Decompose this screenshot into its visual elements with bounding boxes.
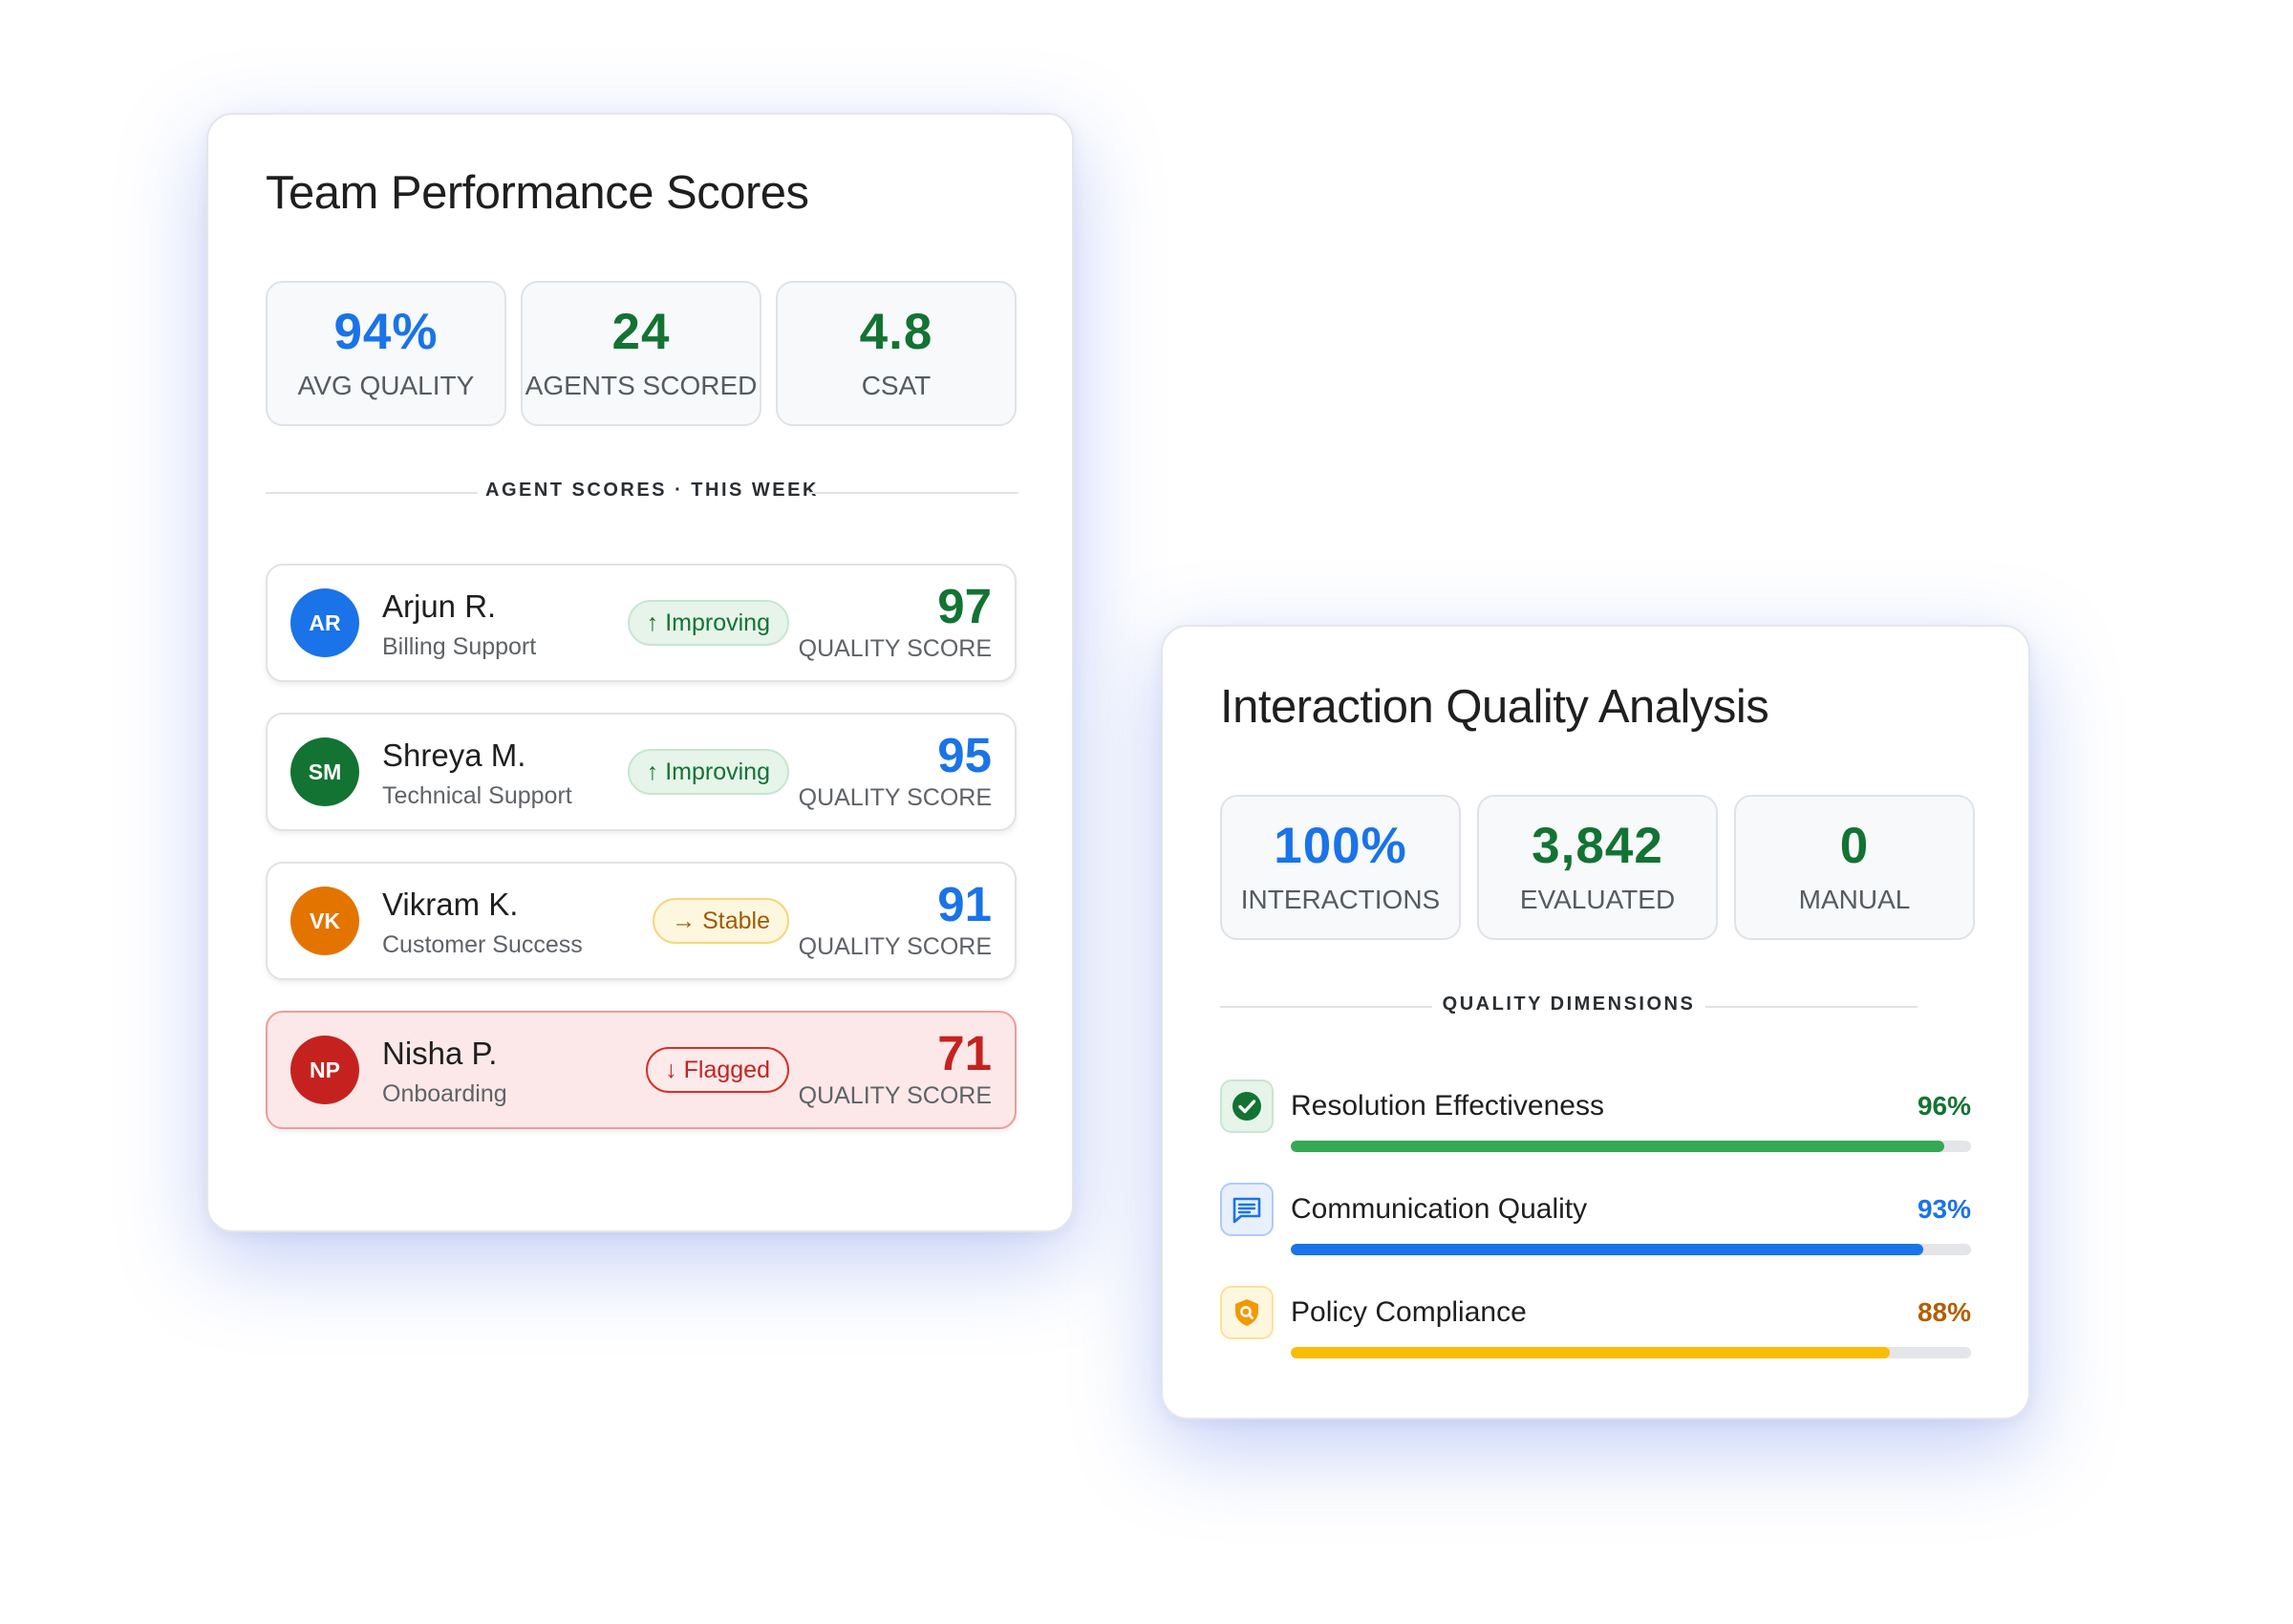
dimension-label: Communication Quality xyxy=(1291,1193,1588,1225)
agent-name: Arjun R. xyxy=(382,588,497,624)
avatar: NP xyxy=(290,1036,359,1104)
stat-label: MANUAL xyxy=(1798,885,1911,914)
dimension-bar xyxy=(1291,1141,1971,1152)
score-label: QUALITY SCORE xyxy=(798,784,992,811)
trend-badge: ↑ Improving xyxy=(627,749,789,795)
stat-label: CSAT xyxy=(861,371,932,400)
section-label: AGENT SCORES · THIS WEEK xyxy=(485,480,819,501)
score-label: QUALITY SCORE xyxy=(798,933,992,960)
interaction-quality-card: Interaction Quality Analysis 100% INTERA… xyxy=(1161,625,2030,1420)
agent-name: Shreya M. xyxy=(382,737,526,773)
stat-csat: 4.8 CSAT xyxy=(776,281,1017,426)
stat-value: 24 xyxy=(611,304,671,360)
agent-name: Vikram K. xyxy=(382,887,519,922)
stat-label: INTERACTIONS xyxy=(1240,885,1441,914)
stat-agents-scored: 24 AGENTS SCORED xyxy=(521,281,761,426)
stat-manual: 0 MANUAL xyxy=(1734,795,1975,940)
section-divider xyxy=(1705,1006,1918,1008)
stat-label: EVALUATED xyxy=(1519,885,1676,914)
trend-badge: ↓ Flagged xyxy=(646,1047,789,1093)
stat-value: 100% xyxy=(1274,818,1407,874)
chat-message-icon xyxy=(1220,1183,1274,1236)
avatar: VK xyxy=(290,887,359,955)
agent-team: Customer Success xyxy=(382,931,583,958)
stat-evaluated: 3,842 EVALUATED xyxy=(1477,795,1718,940)
stat-interactions: 100% INTERACTIONS xyxy=(1220,795,1461,940)
agent-row-vikram[interactable]: VK Vikram K. Customer Success → Stable 9… xyxy=(266,862,1017,980)
trend-badge: ↑ Improving xyxy=(627,600,789,646)
agent-row-arjun[interactable]: AR Arjun R. Billing Support ↑ Improving … xyxy=(266,564,1017,682)
dimension-bar xyxy=(1291,1347,1971,1358)
agent-team: Onboarding xyxy=(382,1080,507,1107)
avatar: SM xyxy=(290,737,359,806)
section-divider xyxy=(808,492,1018,494)
dimension-percent: 96% xyxy=(1917,1091,1971,1121)
check-circle-icon xyxy=(1220,1079,1274,1133)
stat-label: AVG QUALITY xyxy=(297,371,475,400)
quality-score: 97 xyxy=(937,579,992,633)
agent-row-shreya[interactable]: SM Shreya M. Technical Support ↑ Improvi… xyxy=(266,713,1017,831)
team-performance-card: Team Performance Scores 94% AVG QUALITY … xyxy=(206,113,1074,1232)
quality-score: 95 xyxy=(937,728,992,782)
dimension-bar-fill xyxy=(1291,1141,1944,1152)
avatar: AR xyxy=(290,588,359,657)
dimension-label: Resolution Effectiveness xyxy=(1291,1090,1604,1122)
dimension-label: Policy Compliance xyxy=(1291,1296,1527,1328)
dimension-bar-fill xyxy=(1291,1244,1924,1255)
section-divider xyxy=(1220,1006,1432,1008)
quality-score: 71 xyxy=(937,1026,992,1080)
section-divider xyxy=(266,492,478,494)
trend-badge: → Stable xyxy=(653,898,789,944)
stat-value: 94% xyxy=(333,304,439,360)
quality-score: 91 xyxy=(937,877,992,931)
dimension-percent: 93% xyxy=(1917,1194,1971,1224)
agent-team: Technical Support xyxy=(382,782,572,809)
dimension-percent: 88% xyxy=(1917,1297,1971,1327)
agent-name: Nisha P. xyxy=(382,1036,498,1071)
score-label: QUALITY SCORE xyxy=(798,1082,992,1109)
card-title: Interaction Quality Analysis xyxy=(1220,681,1769,733)
dimension-bar xyxy=(1291,1244,1971,1255)
agent-row-nisha[interactable]: NP Nisha P. Onboarding ↓ Flagged 71 QUAL… xyxy=(266,1011,1017,1129)
stat-value: 0 xyxy=(1839,818,1870,874)
stat-avg-quality: 94% AVG QUALITY xyxy=(266,281,506,426)
stat-value: 3,842 xyxy=(1532,818,1663,874)
card-title: Team Performance Scores xyxy=(266,167,809,219)
agent-team: Billing Support xyxy=(382,633,537,660)
stat-label: AGENTS SCORED xyxy=(525,371,758,400)
section-label: QUALITY DIMENSIONS xyxy=(1442,994,1696,1015)
shield-search-icon xyxy=(1220,1286,1274,1339)
stat-value: 4.8 xyxy=(859,304,933,360)
score-label: QUALITY SCORE xyxy=(798,635,992,662)
dimension-bar-fill xyxy=(1291,1347,1890,1358)
